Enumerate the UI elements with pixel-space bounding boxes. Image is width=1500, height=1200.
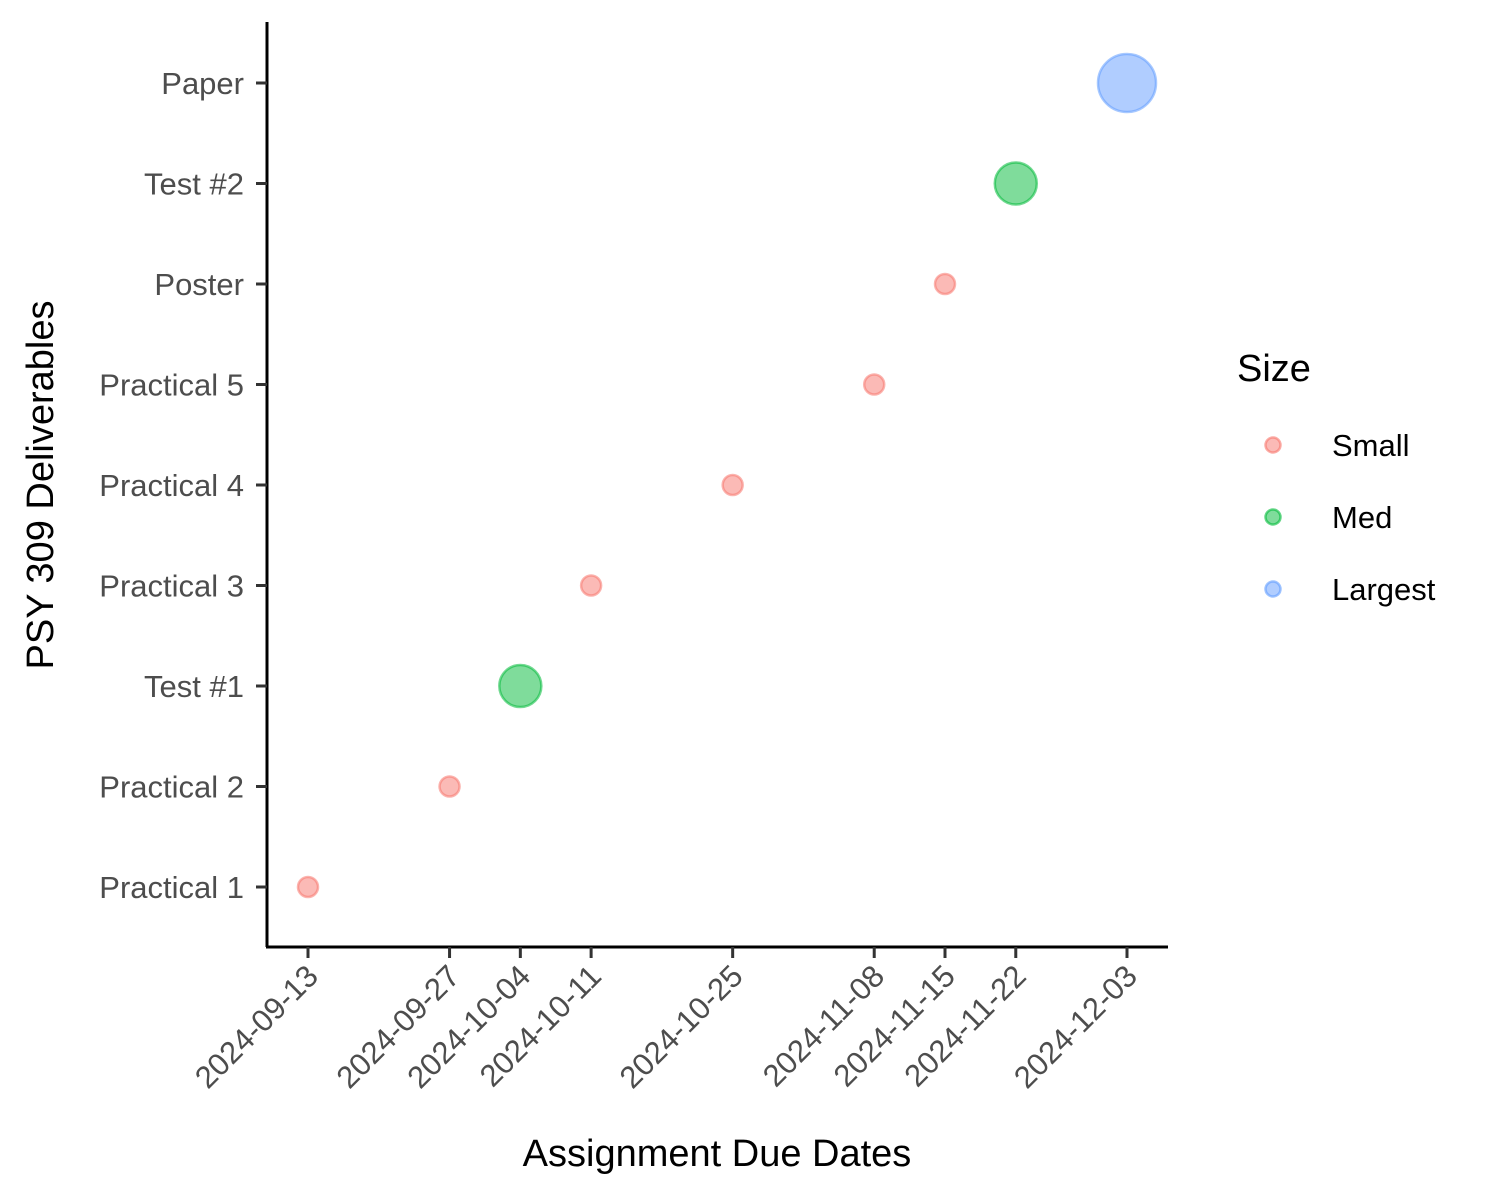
legend-label: Small	[1332, 428, 1410, 463]
y-tick-label: Poster	[154, 267, 244, 302]
data-point	[438, 775, 461, 798]
data-point	[933, 272, 957, 296]
x-tick-label: 2024-09-13	[188, 958, 325, 1095]
data-point	[862, 373, 886, 396]
y-tick-label: Practical 4	[99, 468, 244, 503]
data-point	[721, 473, 744, 497]
axes	[265, 22, 1168, 949]
legend-label: Largest	[1332, 572, 1436, 607]
y-axis-title: PSY 309 Deliverables	[20, 301, 62, 670]
legend: Size Small Med Largest	[1237, 348, 1436, 607]
y-ticks: Practical 1 Practical 2 Test #1 Practical 3…	[99, 66, 267, 905]
y-tick-label: Practical 5	[99, 368, 244, 403]
legend-key	[1264, 436, 1282, 454]
data-point	[993, 161, 1039, 206]
x-tick-label: 2024-10-25	[613, 958, 750, 1095]
y-tick-label: Test #2	[144, 167, 244, 202]
x-ticks: 2024-09-13 2024-09-272024-10-042024-10-11…	[188, 947, 1144, 1095]
legend-title: Size	[1237, 348, 1311, 390]
data-point	[579, 574, 603, 597]
y-tick-label: Test #1	[144, 669, 244, 704]
legend-key	[1264, 580, 1282, 598]
legend-label: Med	[1332, 500, 1392, 535]
y-tick-label: Practical 3	[99, 569, 244, 604]
data-point	[498, 663, 543, 709]
y-tick-label: Paper	[161, 66, 244, 101]
y-tick-label: Practical 2	[99, 770, 244, 805]
legend-key	[1264, 508, 1282, 526]
x-axis-title: Assignment Due Dates	[523, 1133, 912, 1175]
y-tick-label: Practical 1	[99, 870, 244, 905]
plot-points	[296, 52, 1158, 899]
data-point	[1096, 52, 1158, 114]
data-point	[296, 875, 320, 899]
